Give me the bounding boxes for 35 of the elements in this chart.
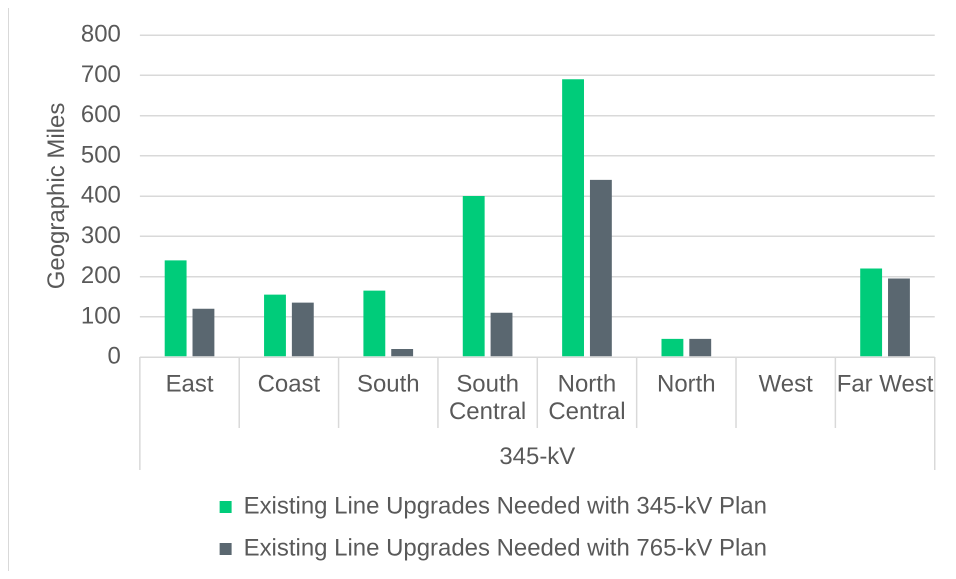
x-tick-label: West xyxy=(758,370,814,398)
x-axis-title: 345-kV xyxy=(499,443,576,470)
y-tick-label: 0 xyxy=(108,342,121,370)
y-tick-label: 800 xyxy=(80,20,121,48)
bar xyxy=(164,260,187,356)
y-tick-label: 600 xyxy=(80,101,121,128)
bar xyxy=(689,338,712,356)
legend-label: Existing Line Upgrades Needed with 345-kV Plan xyxy=(244,492,767,520)
x-tick-label: North Central xyxy=(548,370,626,426)
y-tick-label: 100 xyxy=(80,302,121,330)
bar xyxy=(661,338,684,356)
bar xyxy=(888,278,910,356)
x-tick-label: East xyxy=(166,370,214,398)
bar xyxy=(490,312,512,356)
bar xyxy=(192,308,214,356)
x-tick-label: Far West xyxy=(836,370,934,398)
y-tick-label: 200 xyxy=(80,262,121,290)
y-tick-label: 500 xyxy=(80,141,121,168)
bar xyxy=(860,268,882,356)
x-tick-label: Coast xyxy=(258,370,321,398)
x-tick-label: South xyxy=(356,370,420,398)
bar xyxy=(363,290,386,356)
y-axis-title: Geographic Miles xyxy=(42,102,70,290)
y-tick-label: 400 xyxy=(80,182,121,209)
y-tick-label: 700 xyxy=(80,60,121,88)
bar xyxy=(562,79,584,356)
bar xyxy=(292,302,314,356)
bar xyxy=(391,348,414,356)
x-tick-label: North xyxy=(657,370,716,398)
bar xyxy=(590,180,612,356)
bar xyxy=(264,294,286,356)
bar xyxy=(462,196,485,356)
legend-label: Existing Line Upgrades Needed with 765-kV Plan xyxy=(244,534,767,562)
x-tick-label: South Central xyxy=(448,370,526,426)
y-tick-label: 300 xyxy=(80,222,121,249)
